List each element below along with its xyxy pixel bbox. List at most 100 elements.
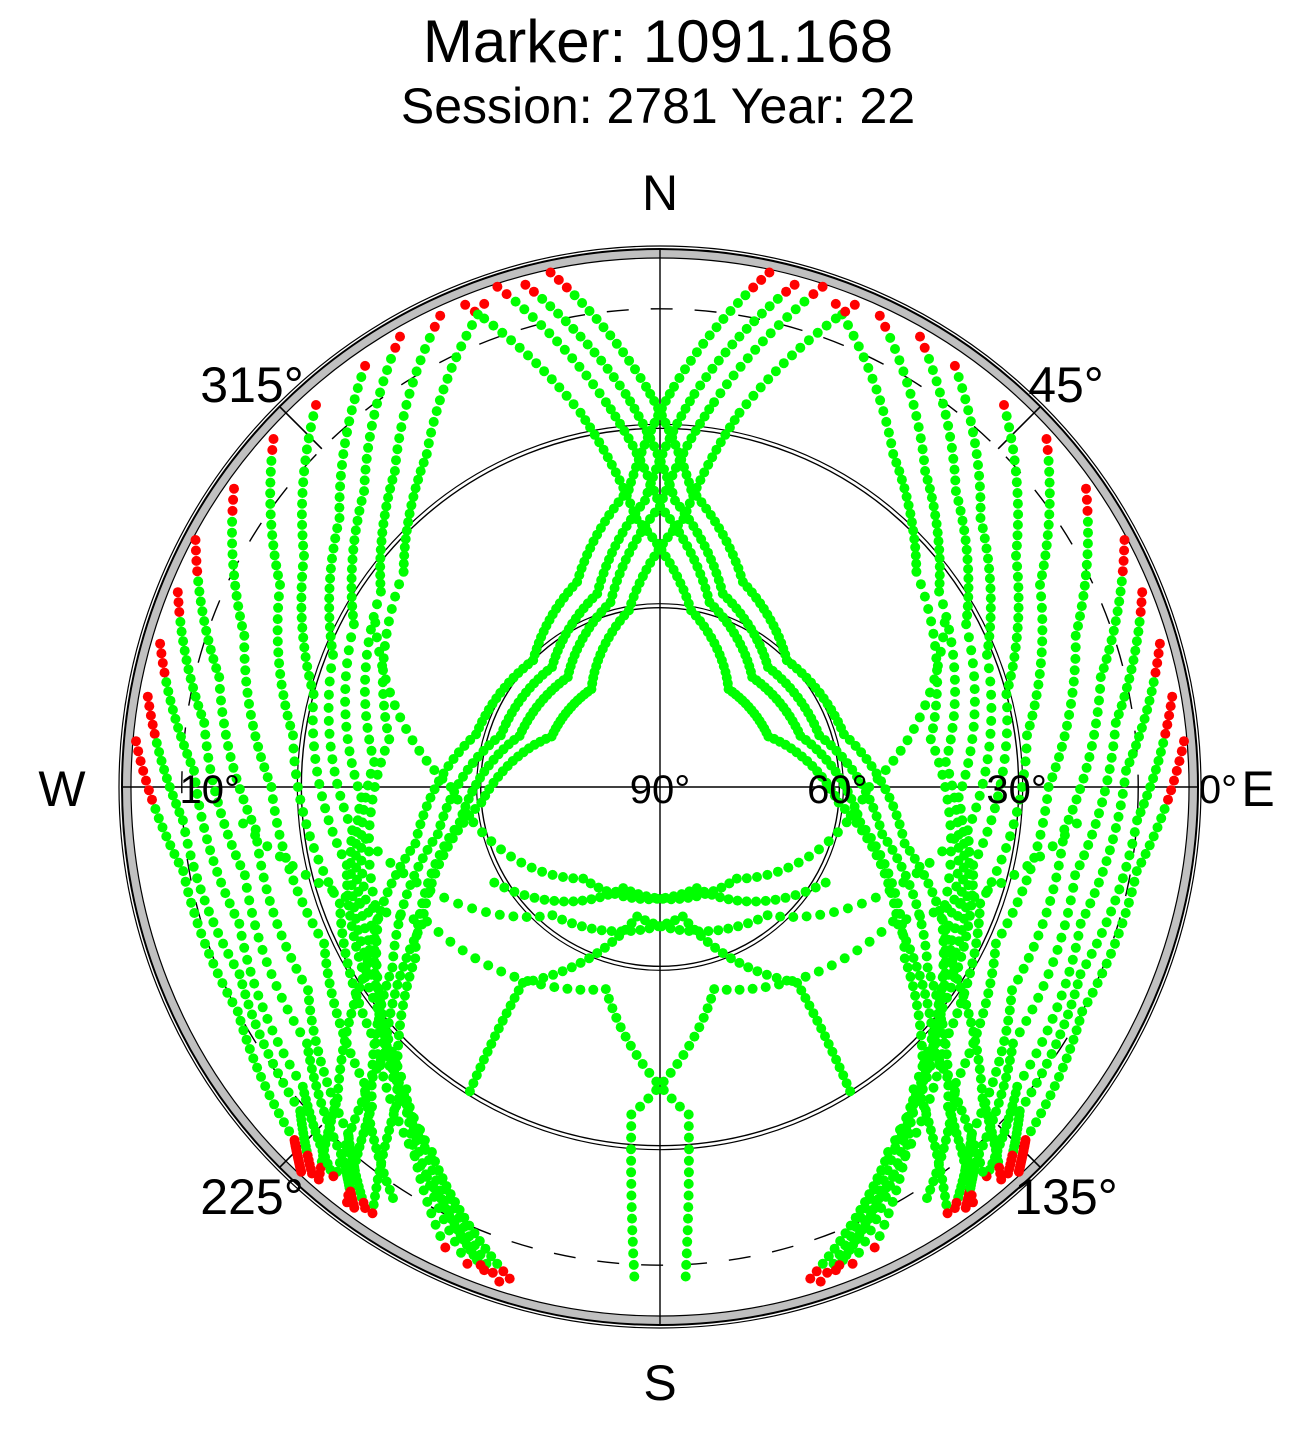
track-point (173, 857, 184, 868)
track-point (329, 998, 340, 1009)
track-point (934, 544, 945, 555)
track-point (1048, 957, 1059, 968)
track-point (277, 841, 288, 852)
track-point (268, 540, 279, 551)
track-point (761, 969, 772, 980)
track-point (662, 472, 672, 483)
track-point (928, 980, 939, 991)
track-point (467, 903, 478, 914)
track-point (1011, 550, 1021, 561)
track-point (990, 938, 1001, 949)
track-point (227, 538, 238, 549)
track-point (1071, 818, 1082, 829)
track-point (1037, 614, 1048, 625)
track-point (915, 911, 925, 922)
track-point (510, 296, 521, 307)
track-point (143, 785, 154, 796)
track-point (471, 1070, 482, 1081)
track-point (618, 482, 629, 493)
track-point (795, 342, 806, 353)
track-point (547, 910, 558, 921)
track-point (458, 771, 468, 782)
track-point (1171, 765, 1182, 776)
track-point (186, 897, 197, 908)
track-point (142, 691, 153, 702)
track-point (417, 853, 428, 864)
track-point (324, 612, 335, 623)
track-point (774, 979, 784, 990)
track-point (1014, 1027, 1025, 1038)
track-point (1153, 648, 1164, 659)
track-point (433, 927, 444, 937)
track-point (928, 1133, 938, 1144)
track-point (1146, 686, 1157, 697)
track-point (506, 335, 517, 346)
track-point (192, 566, 203, 577)
track-point (447, 833, 458, 844)
track-point (539, 894, 550, 905)
track-point (359, 475, 370, 486)
track-point (823, 836, 834, 847)
track-point (301, 444, 312, 455)
track-point (1008, 1038, 1018, 1049)
track-point (683, 1190, 694, 1201)
track-point (147, 719, 158, 730)
track-point (917, 1072, 928, 1082)
track-point (320, 803, 331, 814)
track-point (996, 1046, 1007, 1057)
track-point (635, 373, 646, 383)
track-point (415, 355, 426, 366)
track-point (861, 754, 872, 764)
track-point (241, 882, 252, 893)
track-point (389, 1105, 400, 1116)
track-point (637, 1059, 648, 1069)
track-point (367, 903, 378, 914)
track-point (1043, 519, 1054, 530)
track-point (271, 981, 282, 991)
track-point (600, 984, 611, 995)
track-point (328, 543, 339, 554)
track-point (287, 861, 298, 871)
track-point (1033, 930, 1044, 941)
track-point (683, 1178, 694, 1189)
track-point (864, 936, 875, 947)
track-point (947, 722, 958, 733)
track-point (1110, 895, 1121, 906)
track-point (408, 491, 419, 502)
track-point (830, 1265, 841, 1276)
track-point (1083, 527, 1093, 538)
track-point (451, 352, 462, 363)
track-point (750, 344, 761, 355)
track-point (1052, 1002, 1063, 1013)
track-point (677, 911, 688, 922)
track-point (1097, 968, 1108, 979)
track-point (762, 910, 773, 921)
track-point (783, 862, 794, 873)
track-point (642, 470, 653, 481)
track-point (342, 734, 353, 745)
track-point (360, 1086, 370, 1096)
track-point (626, 1144, 636, 1155)
track-point (631, 448, 642, 459)
track-point (683, 1155, 694, 1166)
track-point (412, 828, 423, 839)
track-point (949, 674, 960, 685)
track-point (575, 984, 586, 995)
track-point (1124, 757, 1135, 768)
track-point (960, 1114, 970, 1125)
track-point (335, 470, 346, 481)
track-point (364, 431, 375, 442)
track-point (289, 756, 300, 767)
track-point (375, 553, 386, 564)
track-point (944, 768, 955, 779)
track-point (961, 619, 972, 630)
track-point (1118, 555, 1129, 566)
track-point (1066, 999, 1077, 1010)
track-point (1042, 445, 1053, 455)
track-point (686, 433, 697, 444)
track-point (190, 777, 201, 788)
track-point (910, 550, 921, 561)
track-point (815, 1276, 826, 1287)
track-point (1025, 1059, 1036, 1070)
track-point (1134, 731, 1144, 742)
